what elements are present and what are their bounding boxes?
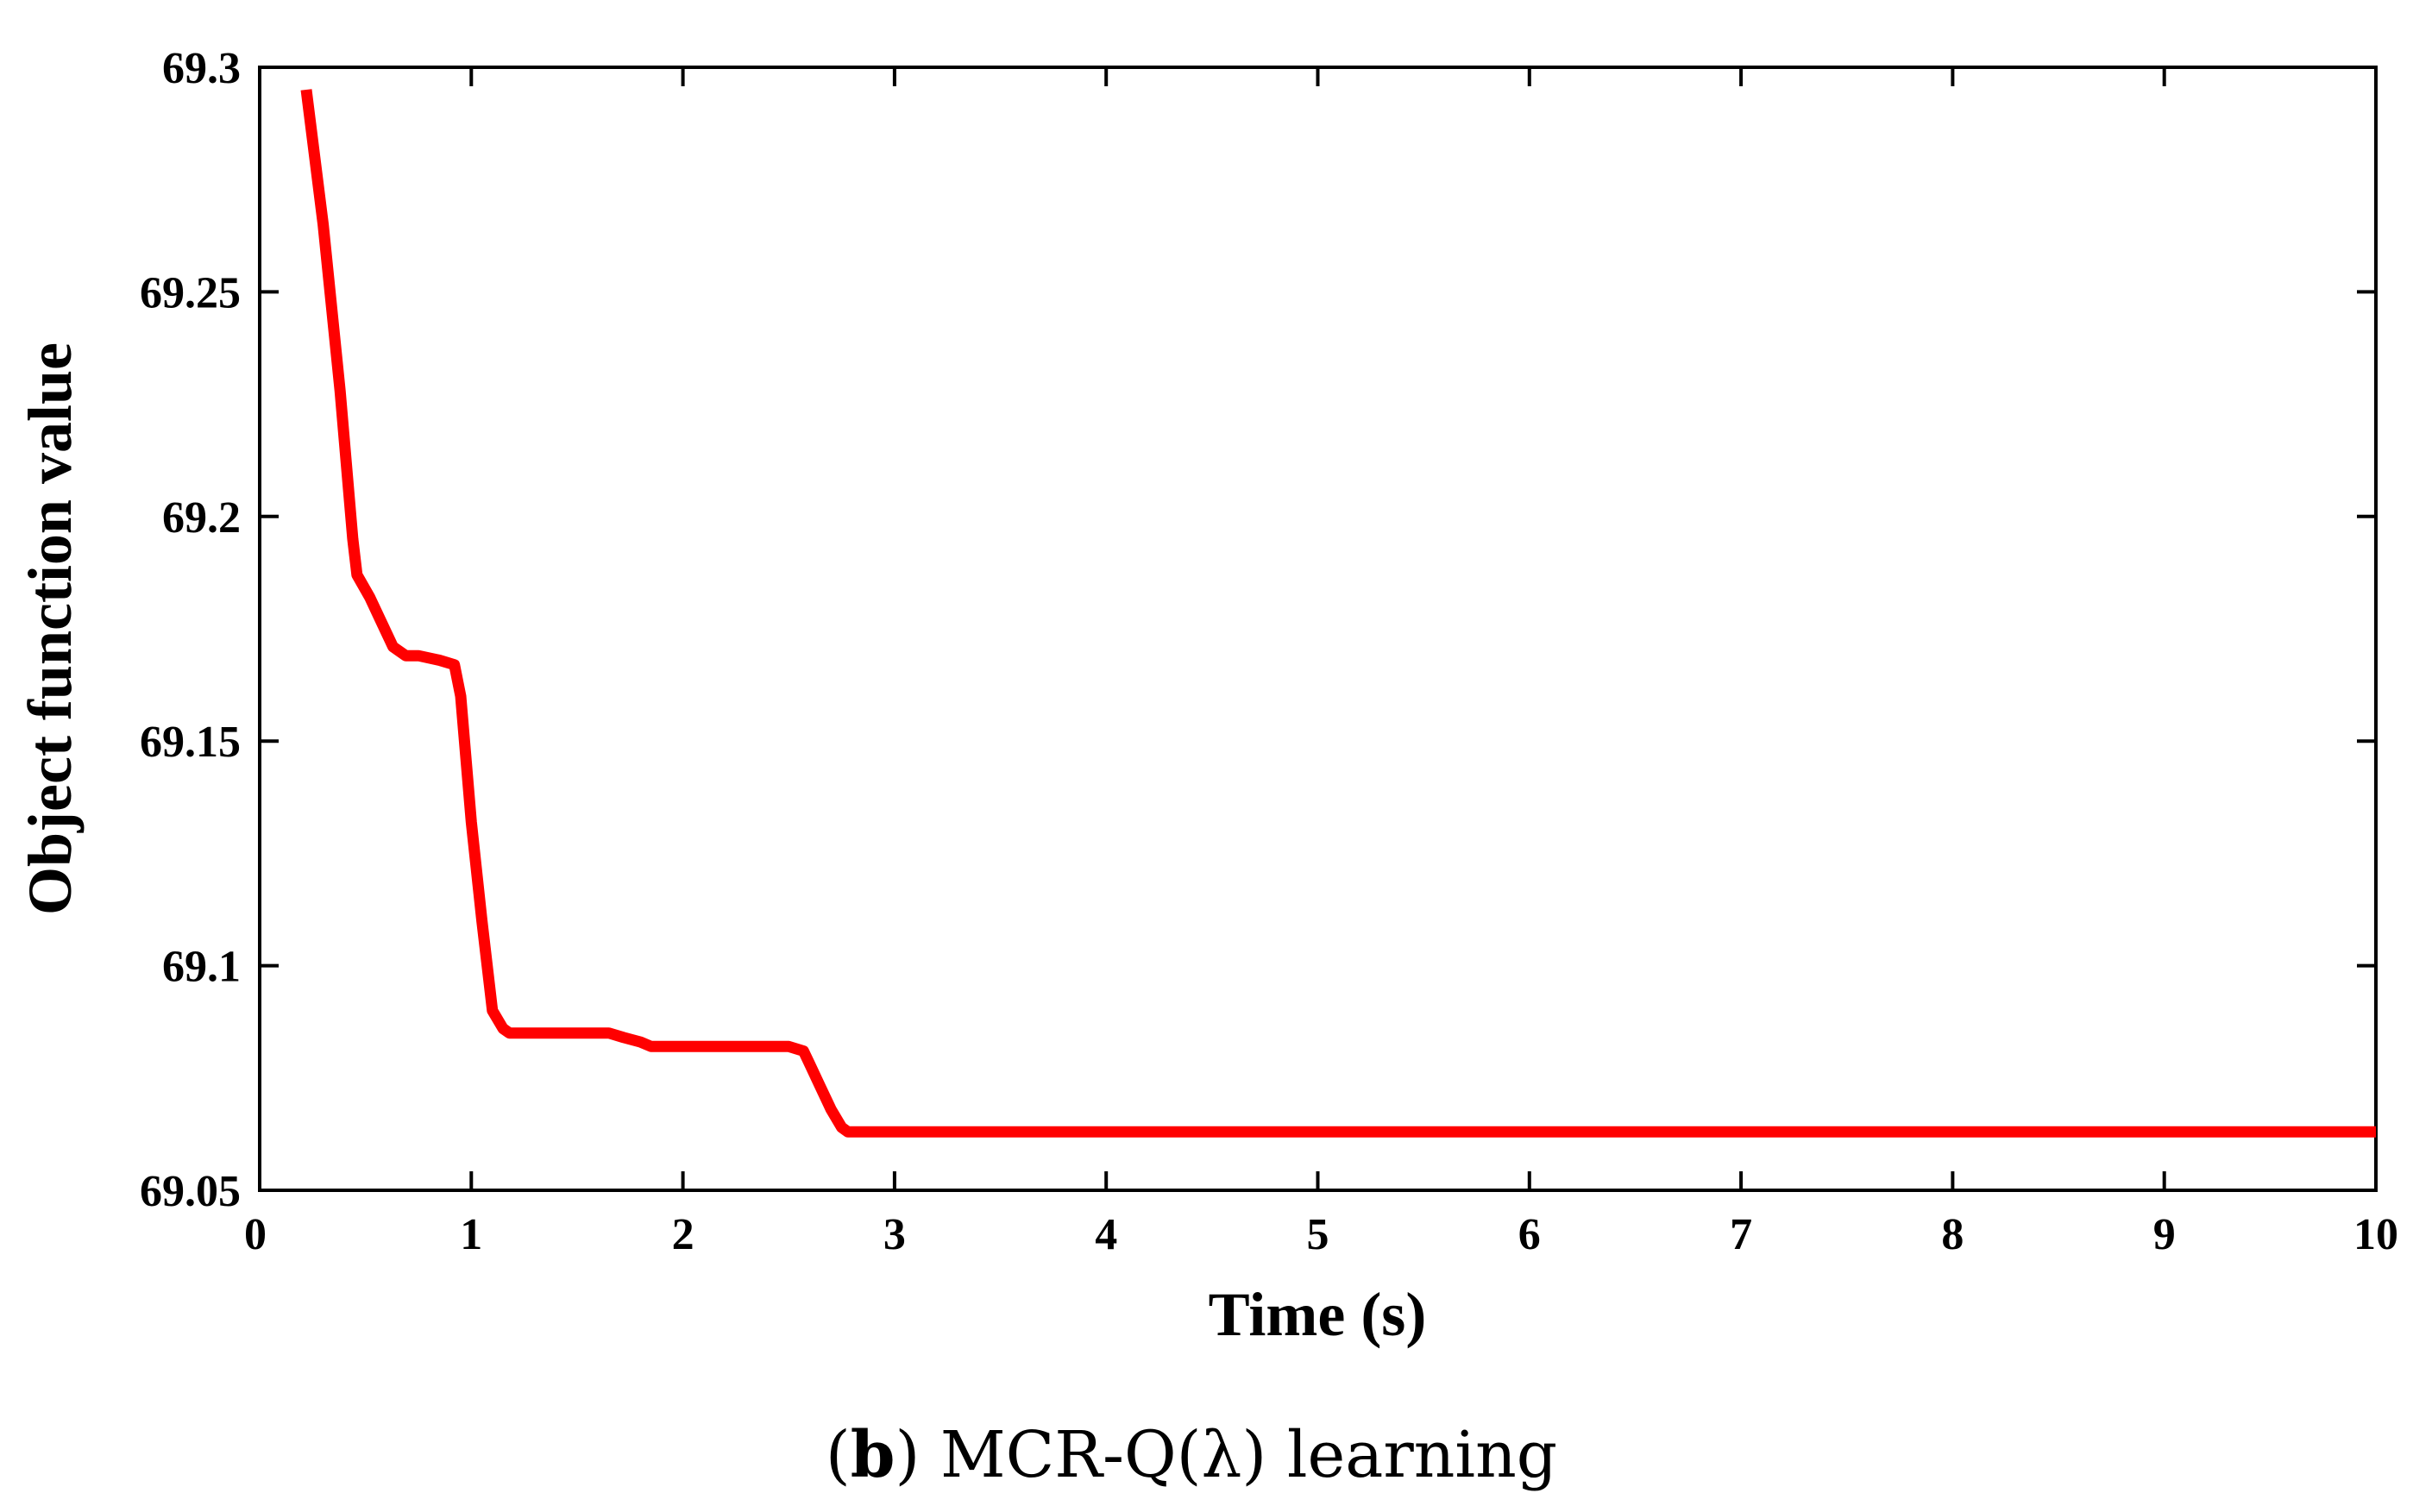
x-tick-label: 0 bbox=[244, 1210, 267, 1259]
x-tick-label: 2 bbox=[672, 1210, 694, 1259]
figure-caption: (b) MCR-Q(λ) learning bbox=[826, 1418, 1557, 1492]
y-tick-label: 69.25 bbox=[140, 268, 241, 317]
caption-open-paren: ( bbox=[826, 1418, 851, 1492]
y-tick-label: 69.2 bbox=[162, 493, 241, 543]
y-tick-label: 69.1 bbox=[162, 943, 241, 992]
x-tick-label: 8 bbox=[1941, 1210, 1964, 1259]
x-axis-title: Time (s) bbox=[1209, 1280, 1427, 1349]
x-tick-label: 10 bbox=[2353, 1210, 2398, 1259]
caption-label: b bbox=[851, 1418, 895, 1492]
y-axis-title: Object function value bbox=[16, 342, 85, 915]
x-tick-label: 1 bbox=[460, 1210, 482, 1259]
x-tick-label: 9 bbox=[2153, 1210, 2176, 1259]
x-tick-label: 7 bbox=[1730, 1210, 1752, 1259]
axis-ticks bbox=[258, 66, 2378, 1192]
caption-text: MCR-Q(λ) learning bbox=[920, 1418, 1557, 1492]
series-layer bbox=[300, 89, 2376, 1138]
y-tick-label: 69.15 bbox=[140, 718, 241, 767]
x-tick-label: 6 bbox=[1518, 1210, 1541, 1259]
y-tick-labels: 69.05 69.1 69.15 69.2 69.25 69.3 bbox=[140, 44, 241, 1216]
x-tick-label: 3 bbox=[883, 1210, 906, 1259]
y-tick-label: 69.3 bbox=[162, 44, 241, 93]
x-tick-labels: 0 1 2 3 4 5 6 7 8 9 10 bbox=[244, 1210, 2398, 1259]
x-tick-label: 4 bbox=[1095, 1210, 1117, 1259]
y-tick-label: 69.05 bbox=[140, 1167, 241, 1216]
caption-close-paren: ) bbox=[895, 1418, 920, 1492]
x-tick-label: 5 bbox=[1307, 1210, 1329, 1259]
series-line bbox=[300, 89, 2376, 1138]
